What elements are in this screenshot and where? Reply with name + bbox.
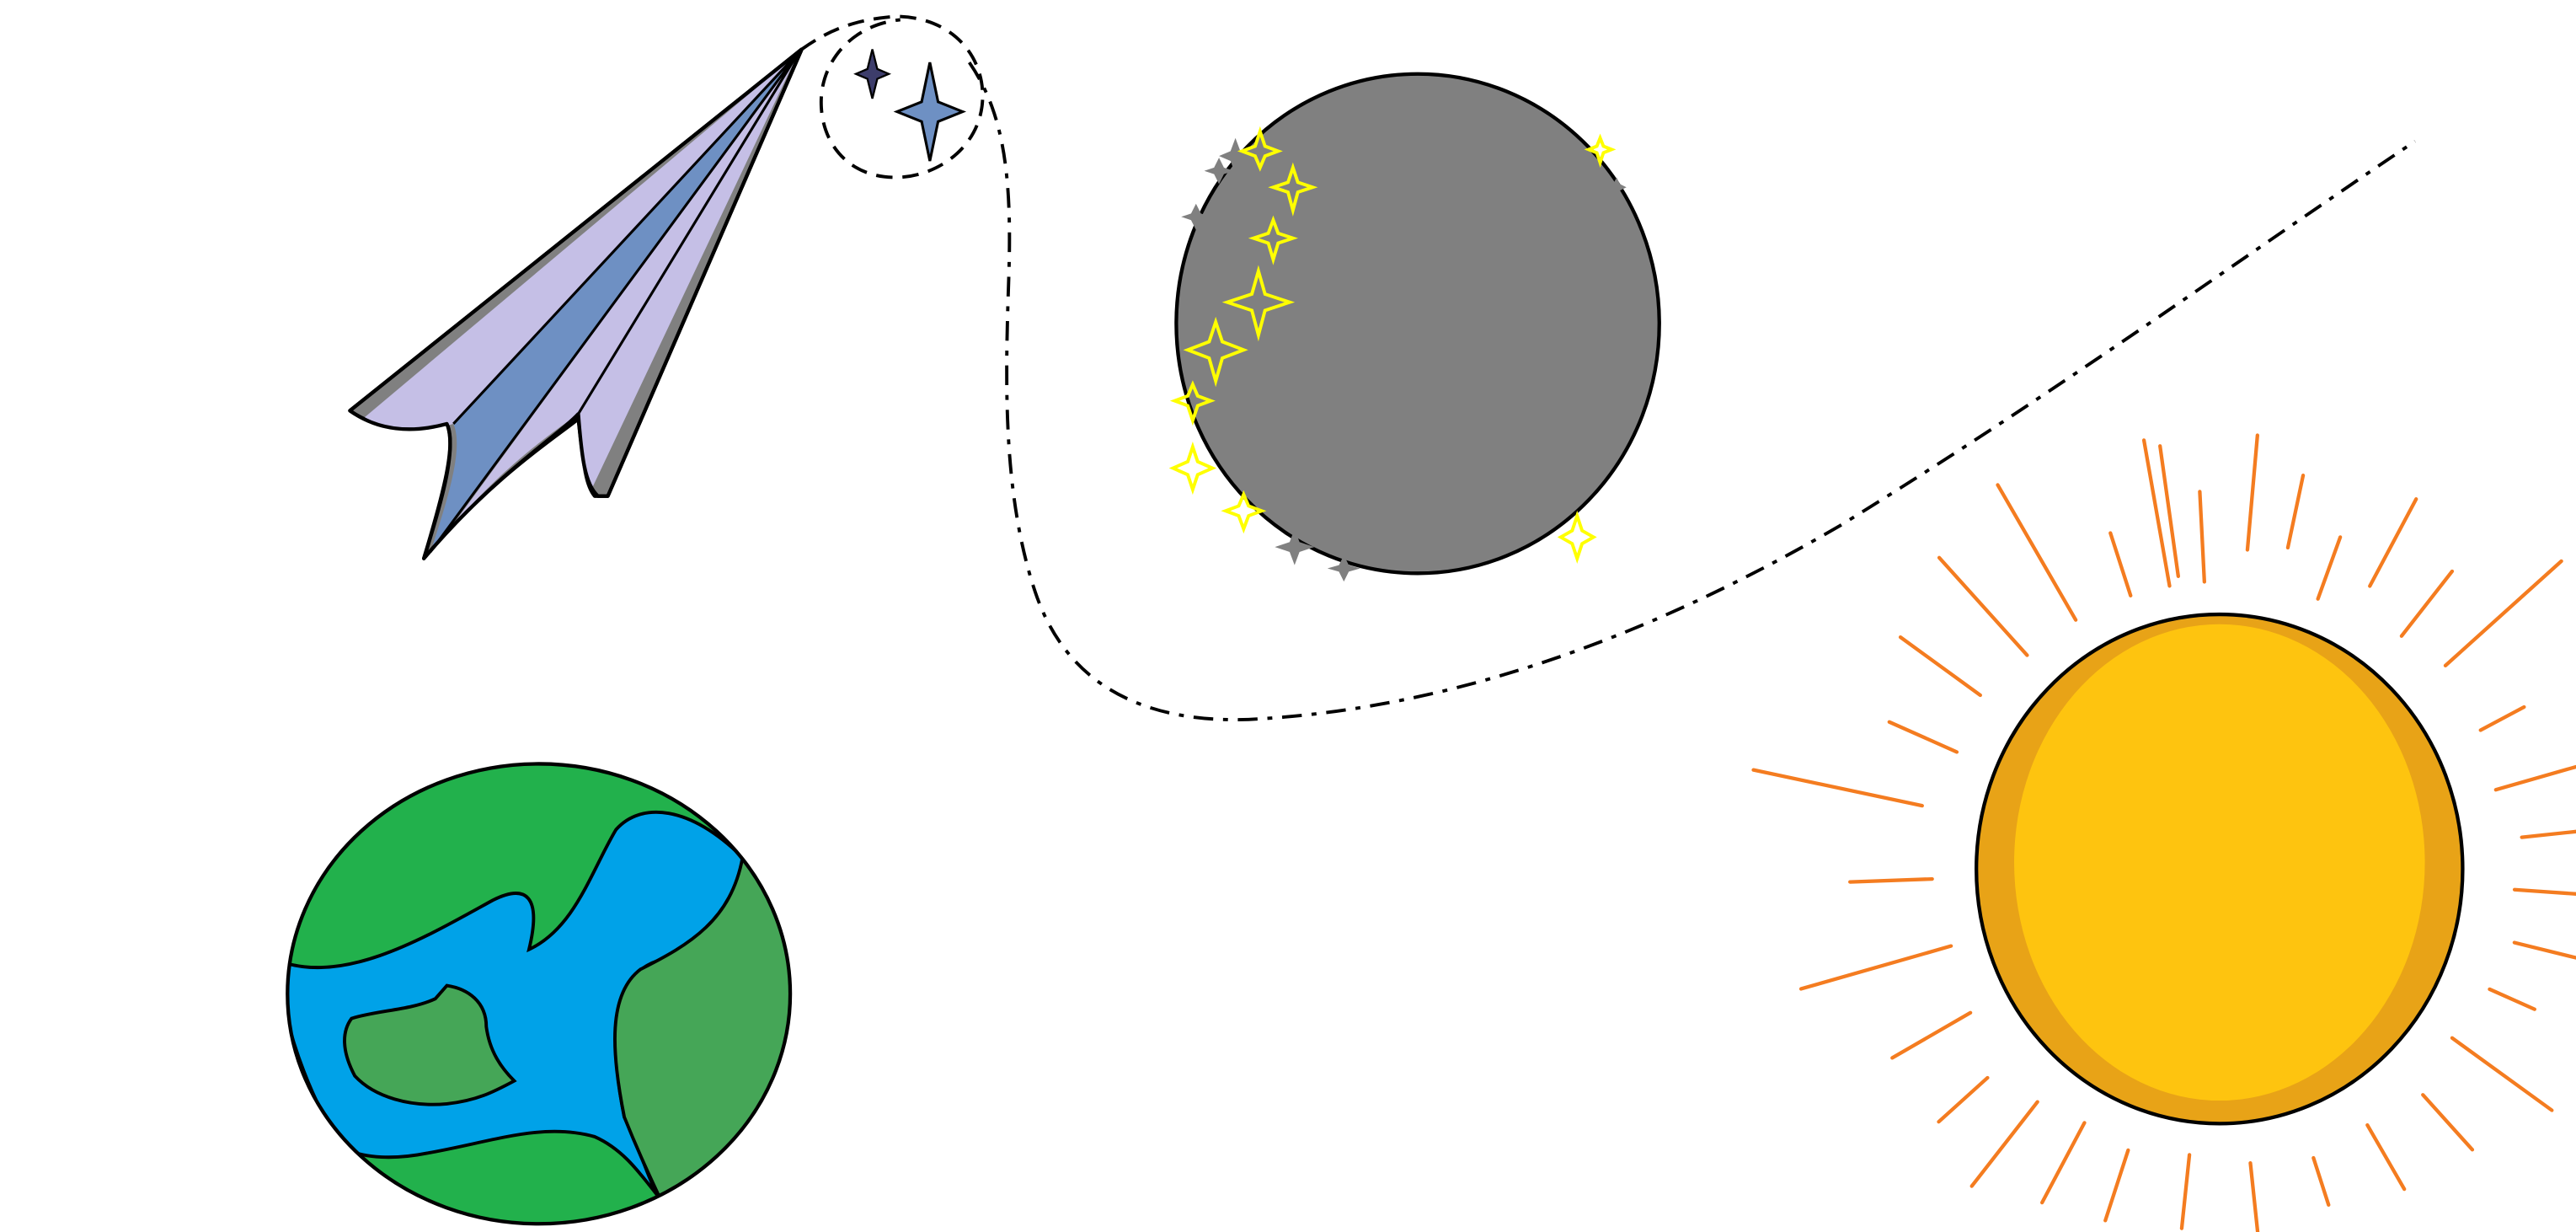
sun-ray — [2481, 707, 2525, 730]
moon-icon — [1173, 74, 1659, 581]
sun-ray — [2367, 1125, 2404, 1189]
sun-ray — [2515, 943, 2576, 961]
sun-ray — [2199, 491, 2204, 581]
sun-icon — [1754, 436, 2576, 1232]
sun-ray — [2445, 561, 2562, 666]
sun-ray — [2110, 533, 2130, 596]
sun-ray — [2496, 758, 2576, 790]
sun-ray — [1754, 770, 1922, 806]
sun-ray — [2318, 537, 2341, 598]
sun-ray — [2247, 436, 2258, 550]
sun-ray — [1801, 946, 1951, 989]
loop-stars — [856, 49, 963, 161]
sun-ray — [2182, 1154, 2189, 1228]
sun-ray — [1892, 1013, 1970, 1058]
sun-ray — [2250, 1163, 2260, 1232]
sun-ray — [2105, 1150, 2128, 1220]
sun-ray — [2452, 1038, 2552, 1111]
sun-ray — [1889, 722, 1957, 753]
sun-ray — [2515, 890, 2576, 895]
sun-ray — [1939, 558, 2027, 656]
sun-ray — [2423, 1095, 2472, 1149]
sun-ray — [2522, 829, 2576, 837]
sun-ray — [1972, 1102, 2038, 1186]
paper-plane-icon — [350, 49, 801, 558]
flight-path-loop — [802, 16, 983, 177]
sun-ray — [2288, 475, 2303, 548]
small-star-icon — [856, 49, 889, 98]
sun-ray — [1998, 485, 2076, 619]
earth-icon — [280, 763, 822, 1224]
blue-star-icon — [897, 62, 963, 161]
sun-ray — [2402, 571, 2452, 636]
sun-ray — [1938, 1078, 1987, 1122]
sun-ray — [2313, 1158, 2328, 1205]
sun-ray — [1850, 879, 1932, 882]
sun-inner-disc — [2014, 624, 2425, 1101]
sun-ray — [2489, 989, 2534, 1010]
sun-ray — [2042, 1122, 2084, 1203]
sun-ray — [1900, 637, 1980, 695]
sun-ray — [2144, 440, 2169, 586]
sun-ray — [2370, 499, 2416, 586]
